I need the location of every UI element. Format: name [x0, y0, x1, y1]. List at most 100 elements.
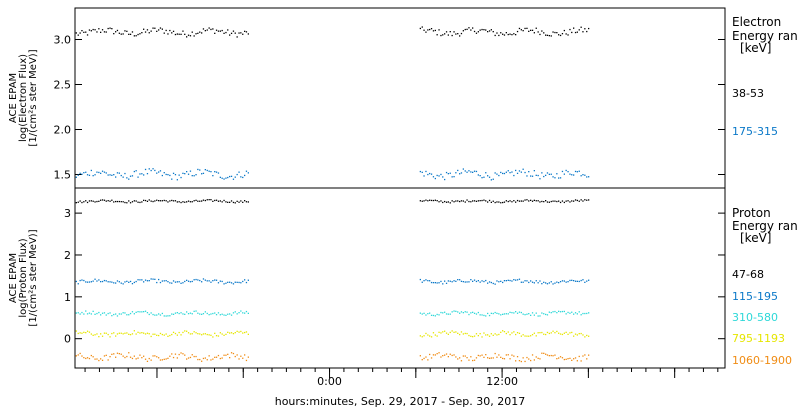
data-point: [444, 33, 446, 35]
data-point: [479, 29, 481, 31]
data-point: [137, 33, 139, 36]
data-point: [490, 281, 492, 284]
data-point: [518, 170, 521, 172]
data-point: [230, 32, 233, 34]
data-point: [171, 32, 173, 34]
data-point: [143, 311, 145, 313]
data-point: [199, 169, 201, 171]
data-point: [518, 27, 521, 30]
data-point: [457, 33, 459, 35]
data-point: [459, 35, 461, 37]
data-point: [576, 313, 578, 315]
data-point: [186, 36, 188, 38]
data-point: [507, 313, 509, 315]
data-point: [109, 281, 111, 283]
data-point: [423, 312, 425, 314]
data-point: [101, 199, 104, 201]
data-point: [154, 314, 156, 316]
data-point: [470, 279, 472, 281]
data-point: [573, 27, 575, 29]
data-point: [528, 335, 530, 337]
data-point: [100, 172, 102, 174]
data-point: [212, 28, 214, 30]
data-point: [174, 174, 177, 176]
data-point: [206, 169, 208, 172]
data-point: [421, 281, 423, 283]
data-point: [156, 281, 158, 284]
data-point: [531, 334, 534, 336]
data-point: [535, 312, 537, 314]
data-point: [172, 356, 175, 359]
data-point: [96, 333, 98, 335]
data-point: [430, 336, 433, 338]
data-point: [569, 357, 571, 359]
data-point: [115, 200, 117, 203]
data-point: [230, 352, 233, 354]
data-point: [462, 281, 464, 283]
data-point: [171, 178, 173, 180]
data-point: [537, 315, 539, 317]
data-point: [120, 174, 122, 177]
data-point: [565, 200, 567, 202]
data-point: [86, 174, 89, 176]
data-point: [242, 176, 244, 179]
data-point: [180, 33, 182, 35]
data-point: [563, 29, 565, 32]
data-point: [150, 335, 152, 338]
data-point: [116, 315, 119, 317]
data-point: [128, 178, 130, 180]
data-point: [120, 353, 122, 355]
data-point: [528, 313, 530, 315]
data-point: [178, 174, 180, 176]
series-47-68: [75, 199, 590, 204]
legend-series-310-580: 310-580: [732, 311, 778, 324]
data-point: [115, 356, 117, 358]
data-point: [229, 281, 231, 283]
data-point: [129, 33, 132, 35]
data-point: [505, 32, 507, 34]
data-point: [574, 31, 577, 34]
data-point: [541, 352, 543, 354]
series-1060-1900: [75, 352, 590, 363]
data-point: [163, 32, 165, 34]
data-point: [77, 354, 79, 356]
data-point: [148, 333, 150, 335]
data-point: [485, 29, 487, 31]
data-point: [582, 200, 584, 202]
data-point: [191, 280, 193, 283]
data-point: [496, 32, 498, 34]
data-point: [100, 333, 102, 335]
y-axis-label-line: [1/(cm²s ster MeV)]: [28, 229, 39, 326]
data-point: [574, 170, 577, 173]
data-point: [227, 29, 229, 31]
data-point: [182, 30, 184, 32]
data-point: [421, 26, 423, 28]
data-point: [559, 356, 562, 358]
data-point: [535, 174, 537, 176]
data-point: [503, 34, 506, 36]
data-point: [90, 313, 92, 315]
data-point: [421, 171, 423, 173]
data-point: [83, 313, 85, 315]
data-point: [539, 178, 541, 180]
data-point: [139, 354, 141, 356]
data-point: [483, 29, 485, 31]
data-point: [202, 278, 205, 280]
data-point: [516, 172, 519, 174]
data-point: [126, 177, 128, 179]
data-point: [530, 359, 532, 362]
data-point: [137, 311, 139, 313]
data-point: [584, 312, 586, 315]
data-point: [144, 358, 147, 360]
legend-title-line: [keV]: [740, 231, 771, 245]
data-point: [212, 312, 214, 315]
data-point: [457, 311, 459, 313]
data-point: [238, 171, 240, 173]
data-point: [571, 311, 573, 313]
data-point: [518, 311, 521, 313]
data-point: [511, 171, 513, 173]
data-point: [210, 281, 212, 283]
data-point: [588, 312, 590, 314]
data-point: [197, 200, 199, 202]
data-point: [197, 312, 199, 314]
